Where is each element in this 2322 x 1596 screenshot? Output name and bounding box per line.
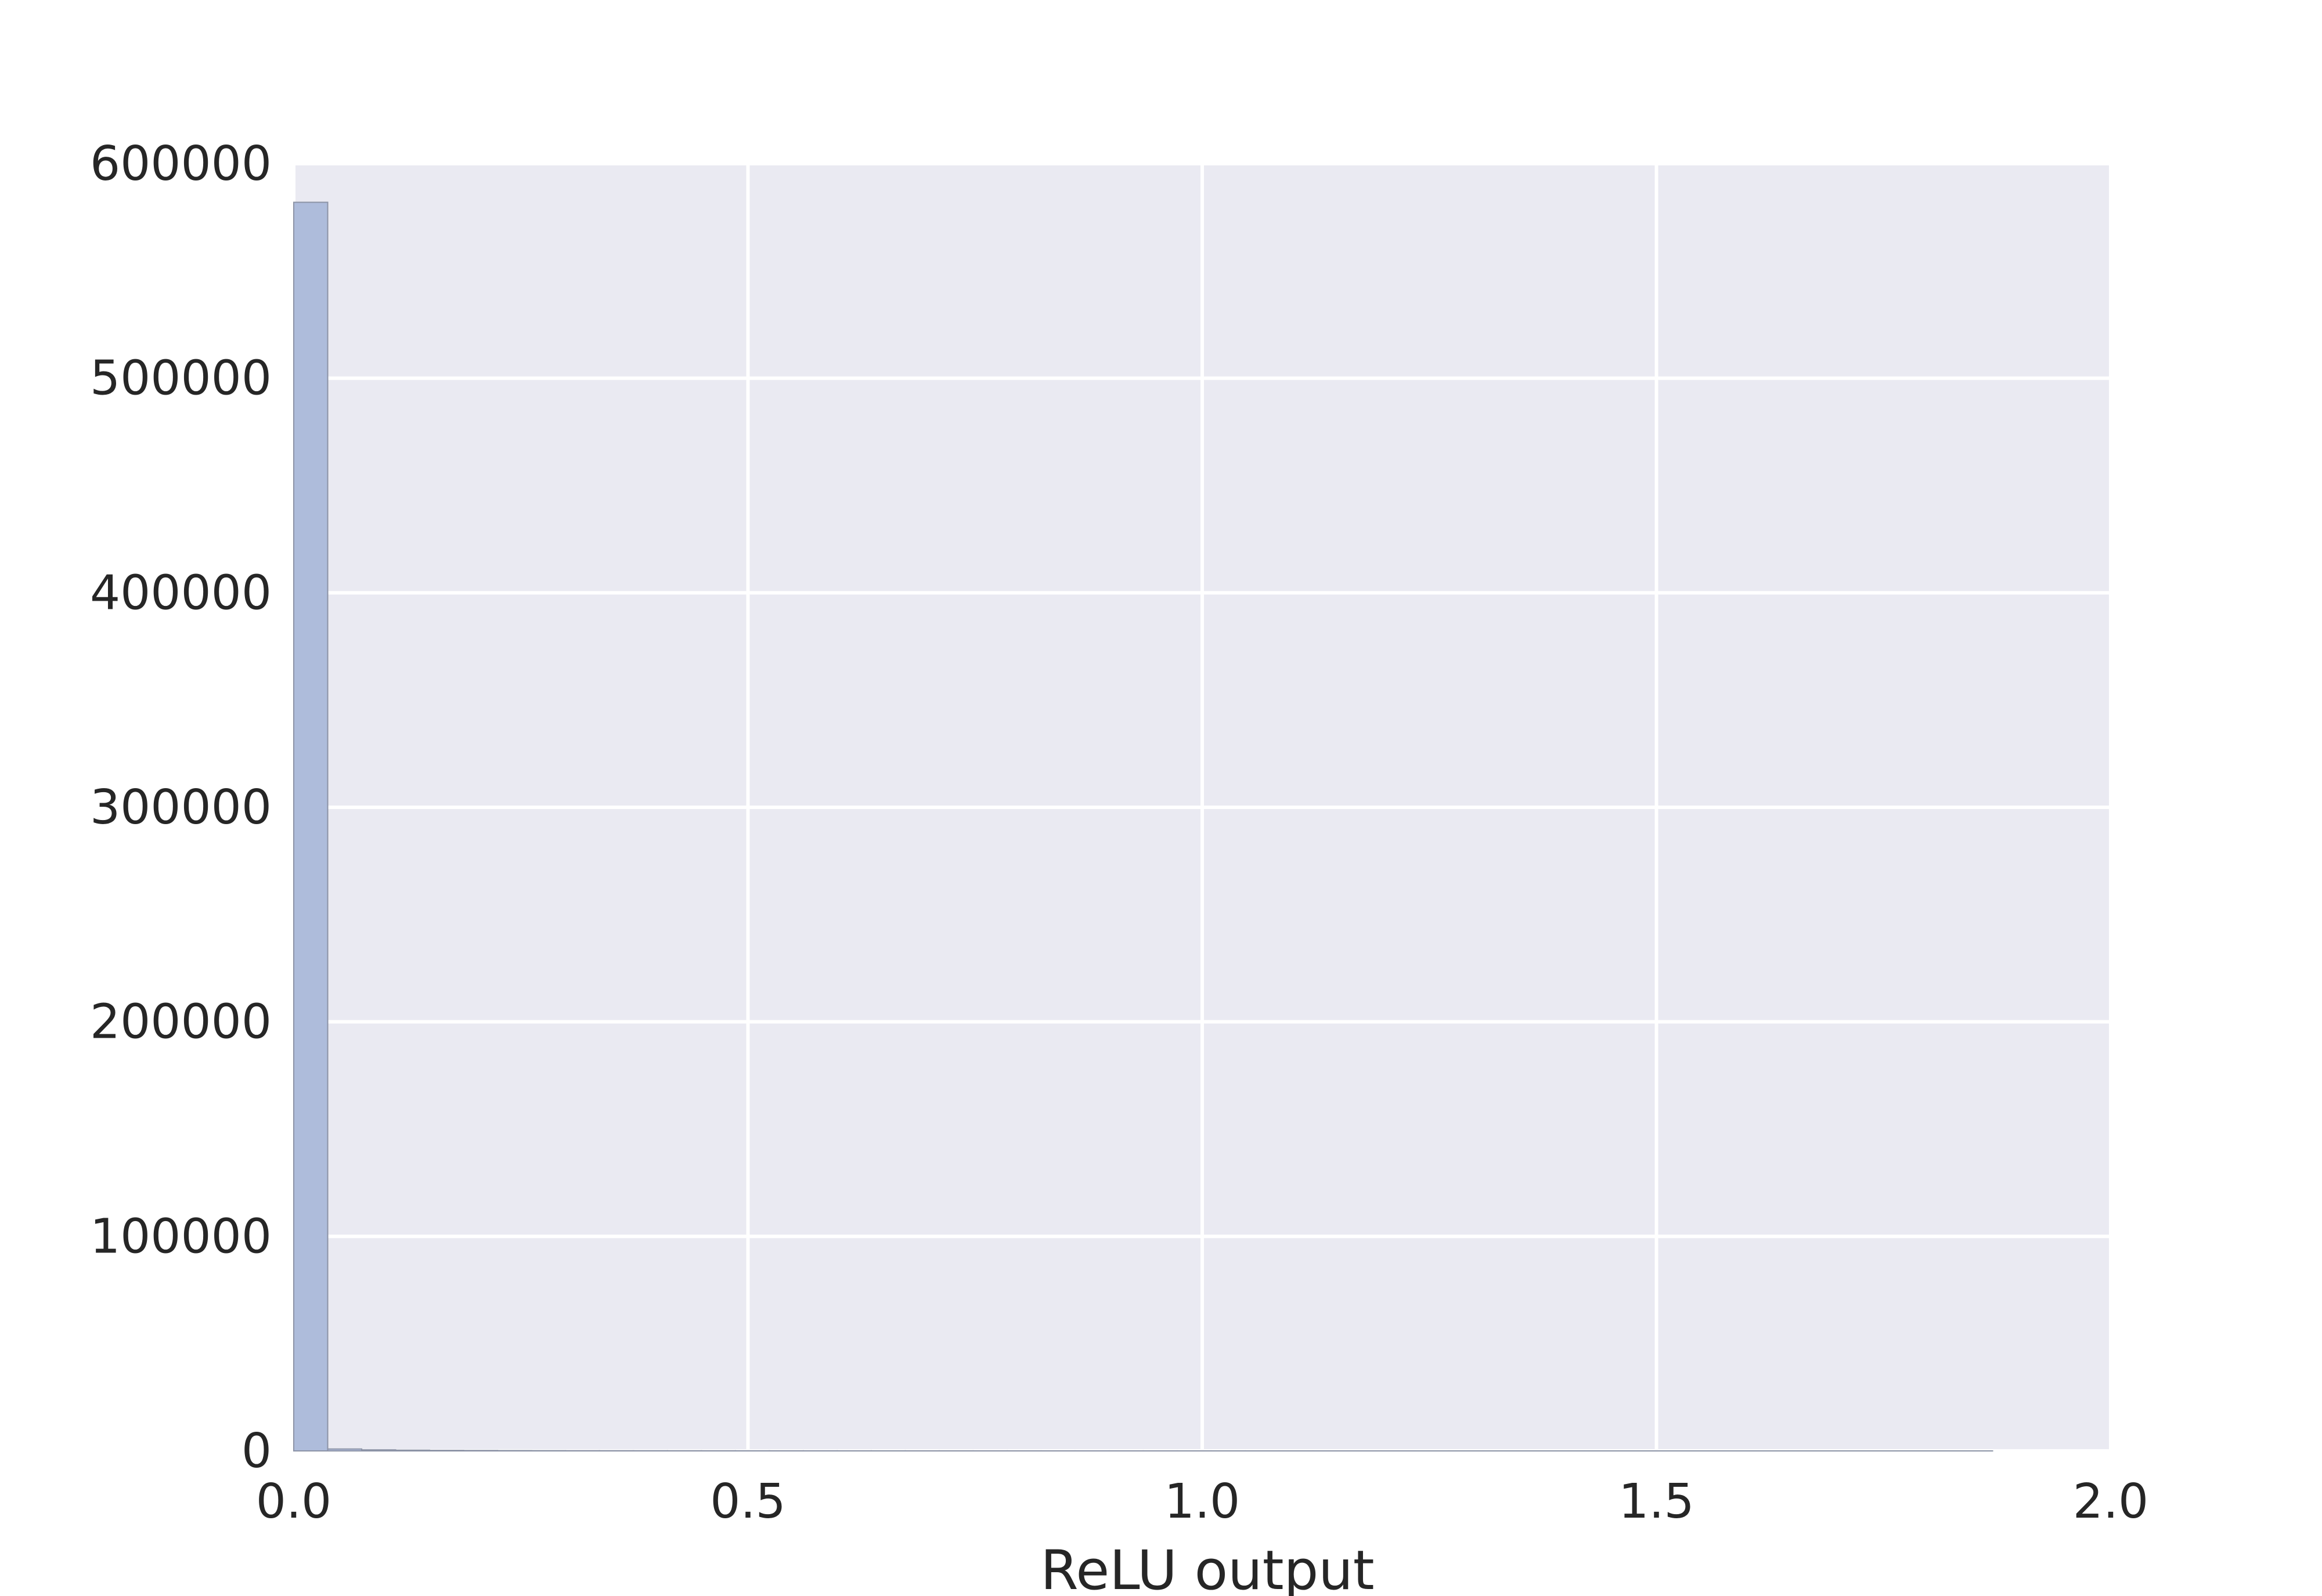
x-tick-label: 2.0 [2073,1474,2148,1529]
histogram-bar [395,1449,431,1451]
x-axis-ticks: 0.0 0.5 1.0 1.5 2.0 [256,1474,2148,1529]
histogram-bars [293,201,1993,1452]
y-tick-label: 400000 [90,565,272,620]
histogram-bar [293,201,329,1451]
x-tick-label: 0.5 [710,1474,785,1529]
histogram-bar [429,1450,464,1452]
y-tick-label: 200000 [90,995,272,1050]
y-tick-label: 500000 [90,351,272,406]
y-tick-label: 0 [241,1424,272,1479]
y-axis-ticks: 0 100000 200000 300000 400000 500000 600000 [90,136,272,1479]
y-tick-label: 600000 [90,136,272,192]
histogram-bar [497,1450,532,1452]
histogram-bar [361,1449,396,1451]
y-tick-label: 100000 [90,1209,272,1264]
histogram-bar [463,1450,499,1452]
x-tick-label: 1.5 [1618,1474,1694,1529]
y-tick-label: 300000 [90,780,272,835]
x-tick-label: 0.0 [256,1474,331,1529]
x-axis-label: ReLU output [1040,1539,1374,1596]
histogram-bar [327,1448,363,1452]
x-tick-label: 1.0 [1164,1474,1240,1529]
